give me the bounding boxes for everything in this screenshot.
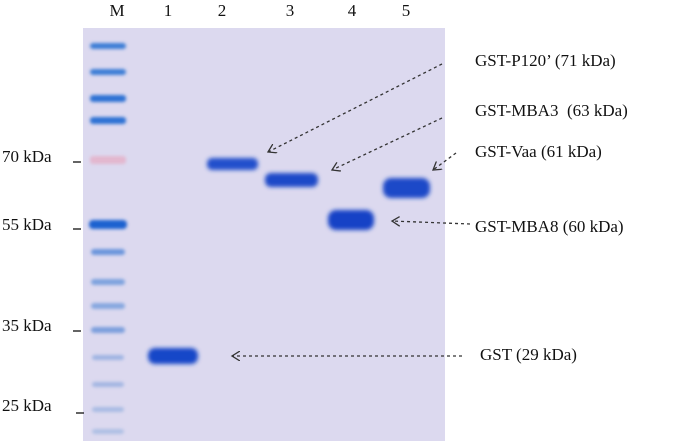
lane-label: 3 [286,1,295,20]
protein-label: GST-MBA3 (63 kDa) [475,101,628,120]
lane-label: 4 [348,1,357,20]
lane-label: 2 [218,1,227,20]
protein-label: GST-P120’ (71 kDa) [475,51,616,70]
marker-labels: 70 kDa 55 kDa 35 kDa 25 kDa [2,147,84,415]
protein-label: GST-MBA8 (60 kDa) [475,217,624,236]
lane-labels: M 1 2 3 4 5 [109,1,410,20]
lane-label: 1 [164,1,173,20]
annotations: GST-P120’ (71 kDa) GST-MBA3 (63 kDa) GST… [475,51,628,364]
marker-label: 70 kDa [2,147,52,166]
arrows [232,63,471,356]
sample-bands [148,158,430,364]
protein-label: GST-Vaa (61 kDa) [475,142,602,161]
protein-label: GST (29 kDa) [480,345,577,364]
marker-label: 25 kDa [2,396,52,415]
marker-ladder [89,43,127,434]
lane-label: M [109,1,124,20]
lane-label: 5 [402,1,411,20]
marker-label: 55 kDa [2,215,52,234]
gel [83,28,445,441]
marker-label: 35 kDa [2,316,52,335]
